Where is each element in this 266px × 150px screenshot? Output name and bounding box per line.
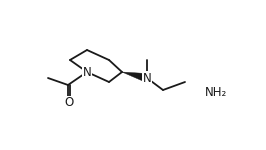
Text: NH₂: NH₂ — [205, 85, 227, 99]
Text: N: N — [143, 72, 151, 84]
Text: O: O — [64, 96, 74, 110]
Polygon shape — [122, 72, 148, 82]
Text: N: N — [83, 66, 92, 78]
